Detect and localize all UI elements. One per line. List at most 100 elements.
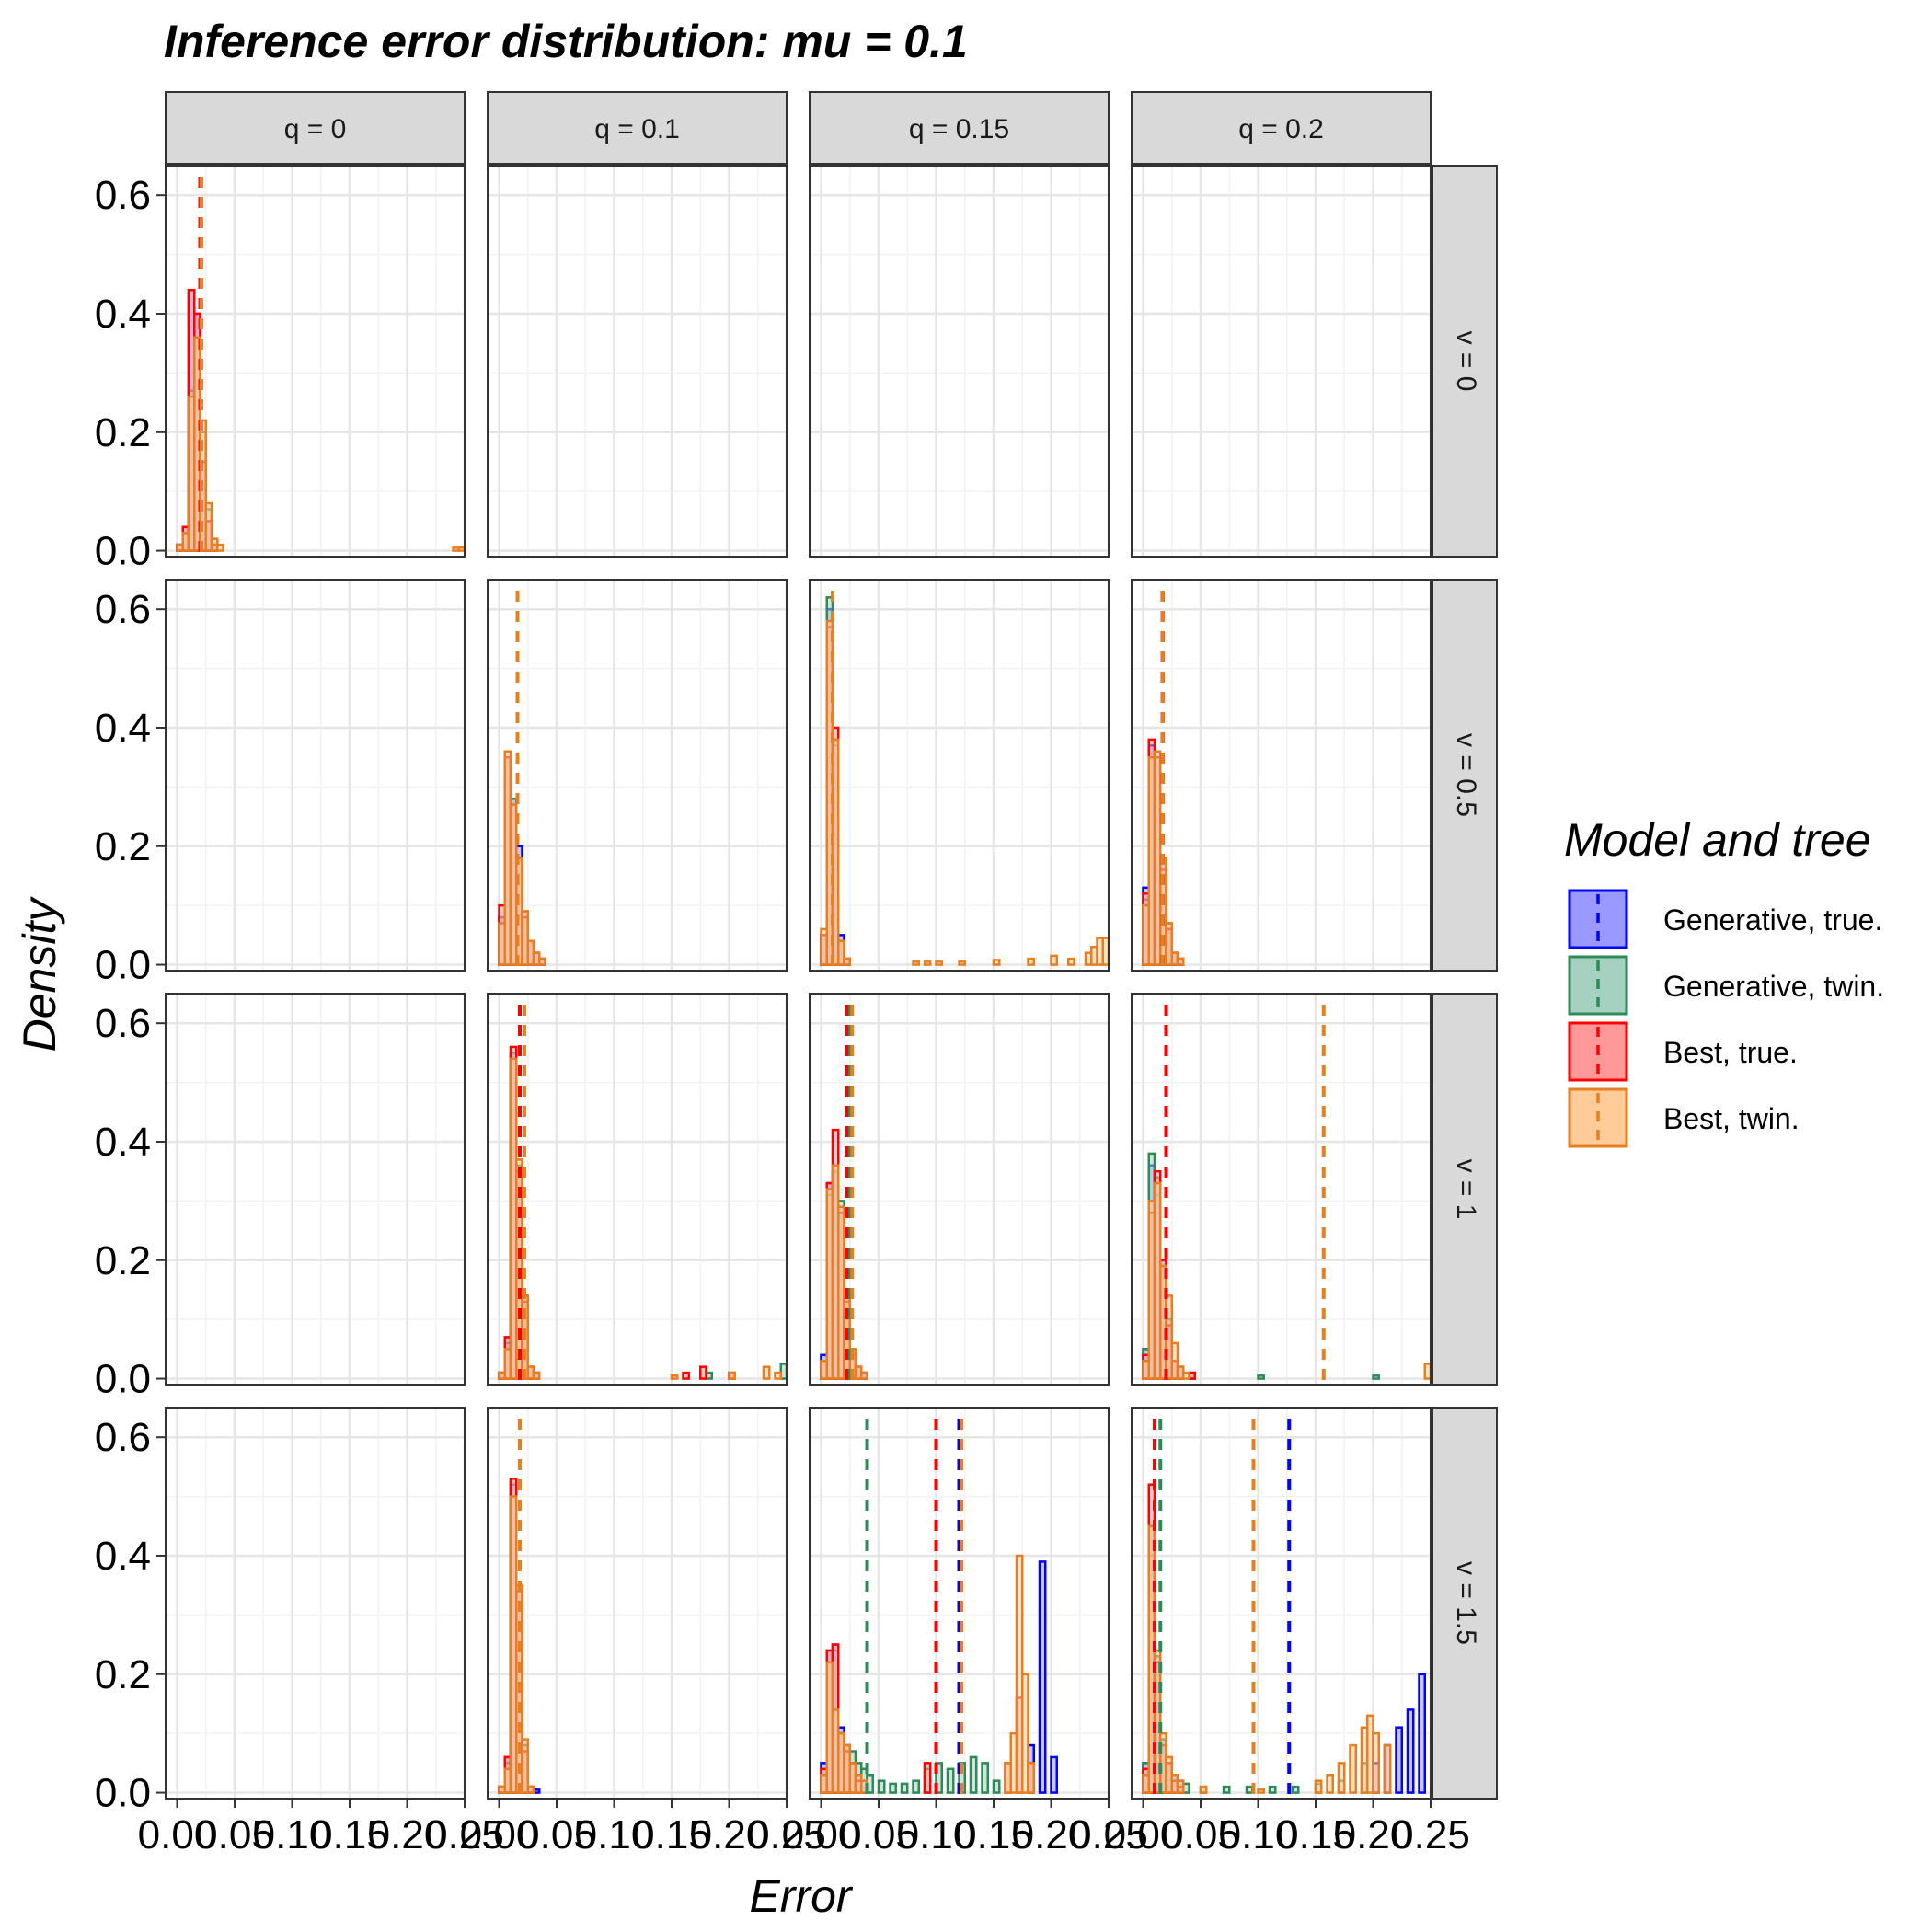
y-tick-label: 0.0 (95, 943, 151, 988)
histogram-bar (1395, 1726, 1403, 1794)
panel (1131, 579, 1432, 972)
histogram-bar (538, 957, 546, 966)
panel-background (1132, 580, 1431, 971)
panel-background (1132, 166, 1431, 557)
panel-background (488, 580, 787, 971)
histogram-bar (728, 1371, 736, 1380)
histogram-bar (1257, 1788, 1265, 1794)
panel-background (166, 994, 465, 1385)
histogram-bar (912, 1779, 920, 1794)
histogram-bar (992, 959, 1001, 966)
x-tick-label: 0.25 (1391, 1812, 1470, 1857)
x-tick-label: 0.15 (310, 1812, 389, 1857)
legend-label: Generative, twin. (1663, 970, 1884, 1003)
histogram-bar (1182, 1371, 1190, 1380)
panel-border (1131, 165, 1432, 558)
x-tick-label: 0.15 (954, 1812, 1033, 1857)
histogram-bar (1165, 922, 1173, 966)
y-tick-label: 0.4 (95, 706, 151, 751)
histogram-bar (204, 501, 213, 552)
row-strip-label: v = 0 (1451, 331, 1481, 392)
histogram-bar (831, 738, 840, 966)
x-tick-label: 0.00 (1104, 1812, 1183, 1857)
histogram-series (820, 619, 1110, 966)
x-tick-label: 0.25 (747, 1812, 826, 1857)
panel: 0.000.050.100.150.200.25 (460, 1407, 826, 1857)
histogram-bar (877, 1779, 886, 1794)
legend-item: Best, twin. (1568, 1087, 1800, 1148)
column-strip-label: q = 0.15 (909, 114, 1009, 144)
histogram-bar (1268, 1785, 1277, 1794)
histogram-bar (1372, 1731, 1380, 1794)
histogram-bar (923, 1762, 932, 1794)
histogram-bar (837, 939, 845, 966)
row-strip-label: v = 0.5 (1451, 733, 1481, 817)
column-strip-label: q = 0.1 (594, 114, 680, 144)
histogram-bar (1176, 957, 1185, 966)
histogram-bar (843, 957, 851, 966)
histogram-bar (762, 1365, 771, 1380)
panel-border (809, 1407, 1110, 1800)
panel-background (810, 994, 1109, 1385)
strip-background (165, 91, 466, 165)
histogram-bar (969, 1755, 978, 1794)
histogram-bar (981, 1762, 989, 1794)
y-tick-label: 0.2 (95, 824, 151, 869)
histogram-bar (1314, 1779, 1323, 1794)
panel (487, 993, 788, 1386)
histogram-bar (532, 1371, 541, 1380)
y-tick-label: 0.0 (95, 1771, 151, 1816)
histogram-bar (1176, 1779, 1185, 1794)
legend-key (1568, 1021, 1628, 1082)
panel-background (488, 994, 787, 1385)
column-strip-label: q = 0 (284, 114, 347, 144)
histogram-bar (1245, 1785, 1254, 1794)
row-strip: v = 1.5 (1432, 1407, 1498, 1800)
histogram-bar (1027, 957, 1035, 966)
legend-items: Generative, true. Generative, twin. Best, … (1568, 889, 1884, 1148)
histogram-bar (889, 1782, 897, 1794)
histogram-bar (1349, 1743, 1357, 1794)
y-tick-label: 0.0 (95, 529, 151, 574)
row-strip: v = 1 (1432, 993, 1498, 1386)
panel-background (810, 166, 1109, 557)
panel-border (809, 165, 1110, 558)
panel-background (1132, 1408, 1431, 1799)
strip-background (1432, 993, 1498, 1386)
legend-label: Best, true. (1663, 1036, 1798, 1069)
panel-border (487, 579, 788, 972)
strip-background (487, 91, 788, 165)
legend-title: Model and tree (1564, 814, 1871, 866)
histogram-bar (1170, 1341, 1179, 1380)
histogram-bar (992, 1779, 1001, 1794)
x-tick-label: 0.05 (517, 1812, 596, 1857)
panel-border (165, 1407, 466, 1800)
legend-item: Generative, true. (1568, 889, 1882, 949)
y-tick-label: 0.6 (95, 1001, 151, 1046)
panel-border (487, 993, 788, 1386)
histogram-bar (1153, 1649, 1162, 1794)
legend-item: Generative, twin. (1568, 955, 1884, 1016)
strip-background (1432, 579, 1498, 972)
histogram-bar (774, 1371, 782, 1380)
x-tick-label: 0.25 (425, 1812, 504, 1857)
panel: 0.000.050.100.150.200.25 (1104, 1407, 1470, 1857)
column-strip-label: q = 0.2 (1238, 114, 1324, 144)
y-tick-label: 0.0 (95, 1357, 151, 1402)
panel-background (166, 580, 465, 971)
panel (809, 993, 1110, 1386)
legend-label: Best, twin. (1663, 1102, 1800, 1135)
panel: 0.0 0.2 0.4 0.6 (95, 579, 466, 988)
histogram-series (820, 1554, 1035, 1794)
row-strip: v = 0 (1432, 165, 1498, 558)
histogram-bar (1027, 1762, 1035, 1794)
x-tick-label: 0.20 (1334, 1812, 1413, 1857)
histogram-bar (1050, 1755, 1058, 1794)
x-tick-label: 0.10 (253, 1812, 332, 1857)
column-strip: q = 0 (165, 91, 466, 165)
panel-border (1131, 1407, 1432, 1800)
histogram-bar (912, 960, 920, 966)
panel (809, 579, 1110, 972)
row-strip: v = 0.5 (1432, 579, 1498, 972)
panel: 0.000.050.100.150.200.25 (782, 1407, 1148, 1857)
